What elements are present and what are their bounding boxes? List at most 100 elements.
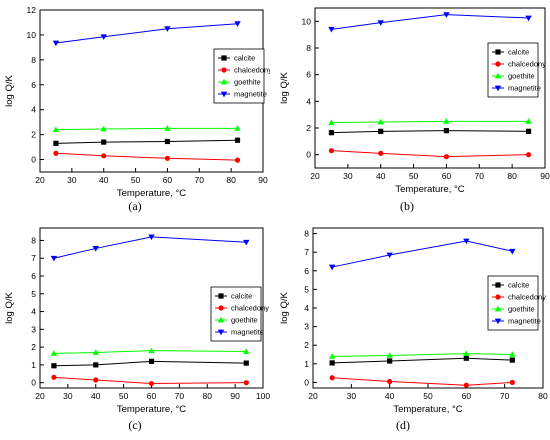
y-tick-label: 8	[31, 55, 36, 65]
y-tick-label: 1	[31, 360, 36, 370]
chart-panel-d: 20 30 40 50 60 70 80 0 1 2 3 4 5 6 7 8 Temperature, °C lo…	[275, 218, 550, 435]
panel-caption: (b)	[400, 199, 414, 213]
data-point-goethite	[148, 347, 155, 354]
y-tick-label: 6	[31, 80, 36, 90]
series-line-chalcedony	[332, 377, 513, 386]
data-point-calcite	[51, 363, 57, 369]
x-axis-label: Temperature, °C	[393, 404, 462, 415]
legend: calcite chalcedony goethite magnetite	[487, 275, 546, 331]
data-point-goethite	[328, 353, 336, 359]
legend-marker-goethite	[217, 316, 225, 323]
x-tick-label: 60	[147, 391, 157, 401]
legend-marker-chalcedony	[495, 294, 501, 300]
legend-marker-calcite	[221, 55, 227, 61]
series-line-chalcedony	[55, 152, 238, 161]
x-tick-label: 30	[343, 171, 353, 181]
y-tick-label: 2	[31, 342, 36, 352]
y-tick-label: 7	[31, 253, 36, 263]
x-tick-label: 30	[67, 175, 77, 185]
legend-label-magnetite: magnetite	[508, 84, 541, 93]
y-tick-label: 12	[27, 5, 37, 15]
y-axis-label: log Q/K	[279, 291, 290, 323]
legend-marker-magnetite	[494, 85, 502, 92]
legend-label-goethite: goethite	[508, 72, 535, 81]
data-point-magnetite	[443, 12, 450, 18]
x-tick-label: 60	[442, 171, 452, 181]
data-point-goethite	[50, 350, 58, 356]
legend-marker-chalcedony	[218, 305, 224, 311]
plot-frame	[314, 7, 546, 169]
y-tick-label: 0	[31, 378, 36, 388]
data-point-magnetite	[525, 15, 532, 22]
y-tick-label: 10	[302, 16, 312, 26]
y-tick-label: 0	[306, 150, 311, 160]
y-tick-label: 5	[304, 284, 309, 294]
x-tick-label: 90	[258, 175, 268, 185]
y-tick-label: 4	[31, 307, 36, 317]
data-point-goethite	[525, 118, 532, 124]
y-tick-label: 5	[31, 289, 36, 299]
y-tick-label: 6	[31, 271, 36, 281]
data-point-magnetite	[92, 246, 99, 252]
x-tick-label: 60	[462, 391, 472, 401]
data-point-goethite	[100, 125, 107, 132]
legend-marker-goethite	[494, 72, 502, 79]
y-tick-label: 3	[304, 322, 309, 332]
data-point-magnetite	[100, 34, 107, 40]
chart-panel-b: 20 30 40 50 60 70 80 90 0 2 4 6 8 10 Temperature, °C lo…	[275, 0, 550, 218]
data-point-goethite	[463, 350, 470, 356]
data-point-chalcedony	[243, 380, 249, 386]
legend-marker-calcite	[218, 293, 224, 299]
y-tick-label: 4	[306, 96, 311, 106]
x-tick-label: 90	[230, 391, 240, 401]
y-axis-label: log Q/K	[4, 74, 15, 106]
chart-panel-a: 20 30 40 50 60 70 80 90 0 2 4 6 8 10 12 Temperature, °C…	[0, 0, 272, 218]
data-point-chalcedony	[164, 155, 171, 161]
data-point-calcite	[328, 130, 335, 136]
y-tick-label: 2	[306, 123, 311, 133]
data-point-goethite	[92, 349, 99, 355]
legend-marker-magnetite	[494, 318, 502, 325]
series-line-magnetite	[53, 236, 247, 259]
x-tick-label: 50	[423, 391, 433, 401]
x-axis-label: Temperature, °C	[117, 404, 186, 415]
x-tick-label: 20	[35, 175, 45, 185]
x-tick-label: 80	[203, 391, 213, 401]
legend-marker-magnetite	[217, 329, 225, 336]
legend-marker-goethite	[220, 78, 228, 85]
x-tick-label: 30	[63, 391, 73, 401]
series-line-goethite	[55, 127, 238, 131]
y-tick-label: 0	[31, 155, 36, 165]
series-line-calcite	[331, 130, 529, 134]
x-tick-label: 20	[308, 391, 318, 401]
data-point-goethite	[243, 348, 250, 354]
series-line-calcite	[55, 139, 238, 144]
panel-caption: (a)	[128, 199, 141, 213]
data-point-magnetite	[234, 21, 241, 27]
data-point-calcite	[234, 137, 241, 143]
y-tick-label: 6	[306, 70, 311, 80]
series-line-goethite	[53, 350, 247, 354]
legend-marker-calcite	[495, 282, 501, 288]
y-axis-label: log Q/K	[279, 71, 290, 103]
legend-label-goethite: goethite	[234, 78, 261, 87]
legend: calcite chalcedony goethite magnetite	[213, 48, 272, 104]
data-point-chalcedony	[329, 375, 335, 381]
y-tick-label: 10	[27, 30, 37, 40]
x-tick-label: 80	[507, 171, 517, 181]
y-axis-label: log Q/K	[4, 291, 15, 323]
series-line-goethite	[331, 120, 529, 124]
data-point-chalcedony	[101, 153, 107, 159]
legend-label-chalcedony: chalcedony	[234, 66, 270, 75]
y-tick-label: 1	[304, 359, 309, 369]
series-line-chalcedony	[53, 376, 247, 385]
data-point-calcite	[243, 360, 249, 366]
data-point-chalcedony	[378, 150, 384, 156]
data-point-goethite	[234, 125, 241, 131]
legend: calcite chalcedony goethite magnetite	[210, 286, 269, 342]
data-point-chalcedony	[53, 150, 59, 156]
legend-label-chalcedony: chalcedony	[231, 304, 269, 313]
x-tick-label: 20	[35, 391, 45, 401]
data-point-magnetite	[164, 26, 171, 32]
data-point-chalcedony	[463, 382, 469, 388]
